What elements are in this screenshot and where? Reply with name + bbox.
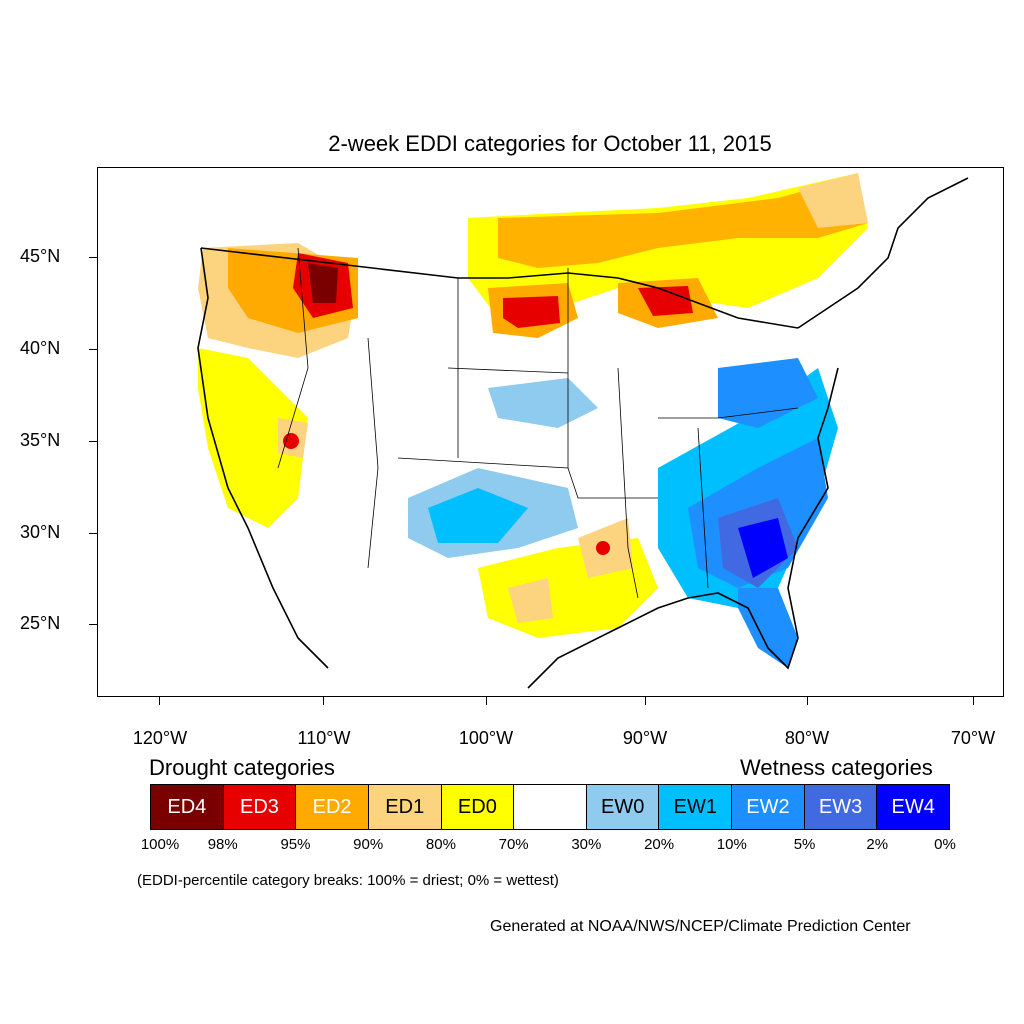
lat-label: 35°N <box>20 430 61 450</box>
category-legend: ED4 ED3 ED2 ED1 ED0 EW0 EW1 EW2 EW3 EW4 <box>150 784 950 830</box>
lat-tick <box>89 349 97 350</box>
percent-break-label: 90% <box>353 836 384 853</box>
percent-break-label: 10% <box>716 836 747 853</box>
lat-tick <box>89 533 97 534</box>
lon-label: 110°W <box>297 728 351 748</box>
lon-label: 100°W <box>458 728 514 748</box>
lat-label: 25°N <box>20 613 61 633</box>
legend-swatch: EW2 <box>732 785 805 829</box>
percent-break-label: 95% <box>280 836 311 853</box>
drought-heading: Drought categories <box>149 755 335 780</box>
wetness-heading: Wetness categories <box>740 755 933 780</box>
lon-label: 80°W <box>784 728 830 748</box>
lon-tick <box>323 697 324 705</box>
percent-break-label: 0% <box>934 836 956 853</box>
lat-label: 40°N <box>20 338 61 358</box>
eddi-map <box>197 173 969 689</box>
lon-tick <box>807 697 808 705</box>
legend-swatch: ED2 <box>296 785 369 829</box>
credit-line: Generated at NOAA/NWS/NCEP/Climate Predi… <box>490 918 911 935</box>
coastlines <box>197 177 969 689</box>
percent-break-label: 2% <box>866 836 889 853</box>
legend-swatch: ED4 <box>151 785 224 829</box>
percent-break-label: 5% <box>793 836 816 853</box>
lon-tick <box>159 697 160 705</box>
percent-break-label: 100% <box>140 836 180 853</box>
lon-label: 90°W <box>622 728 668 748</box>
lon-label: 70°W <box>950 728 996 748</box>
legend-swatch: EW3 <box>804 785 878 829</box>
lat-label: 30°N <box>20 522 61 542</box>
lat-tick <box>89 624 97 625</box>
legend-swatch: EW4 <box>877 785 950 829</box>
lat-label: 45°N <box>20 246 61 266</box>
percent-break-label: 98% <box>207 836 238 853</box>
legend-swatch: ED3 <box>223 785 297 829</box>
lon-tick <box>486 697 487 705</box>
map-title: 2-week EDDI categories for October 11, 2… <box>328 131 772 156</box>
legend-swatch: EW1 <box>659 785 733 829</box>
percent-break-label: 30% <box>571 836 602 853</box>
percent-break-label: 20% <box>644 836 675 853</box>
legend-swatch: ED0 <box>441 785 515 829</box>
percent-break-label: 70% <box>498 836 529 853</box>
legend-swatch <box>514 785 587 829</box>
lat-tick <box>89 257 97 258</box>
map-panel <box>97 167 1004 697</box>
legend-swatch: ED1 <box>368 785 442 829</box>
category-fills <box>198 173 868 668</box>
category-note: (EDDI-percentile category breaks: 100% =… <box>137 872 559 889</box>
legend-swatch: EW0 <box>586 785 660 829</box>
percent-break-label: 80% <box>425 836 456 853</box>
lon-tick <box>645 697 646 705</box>
lon-tick <box>973 697 974 705</box>
lon-label: 120°W <box>132 728 188 748</box>
lat-tick <box>89 441 97 442</box>
state-borders <box>277 247 799 599</box>
